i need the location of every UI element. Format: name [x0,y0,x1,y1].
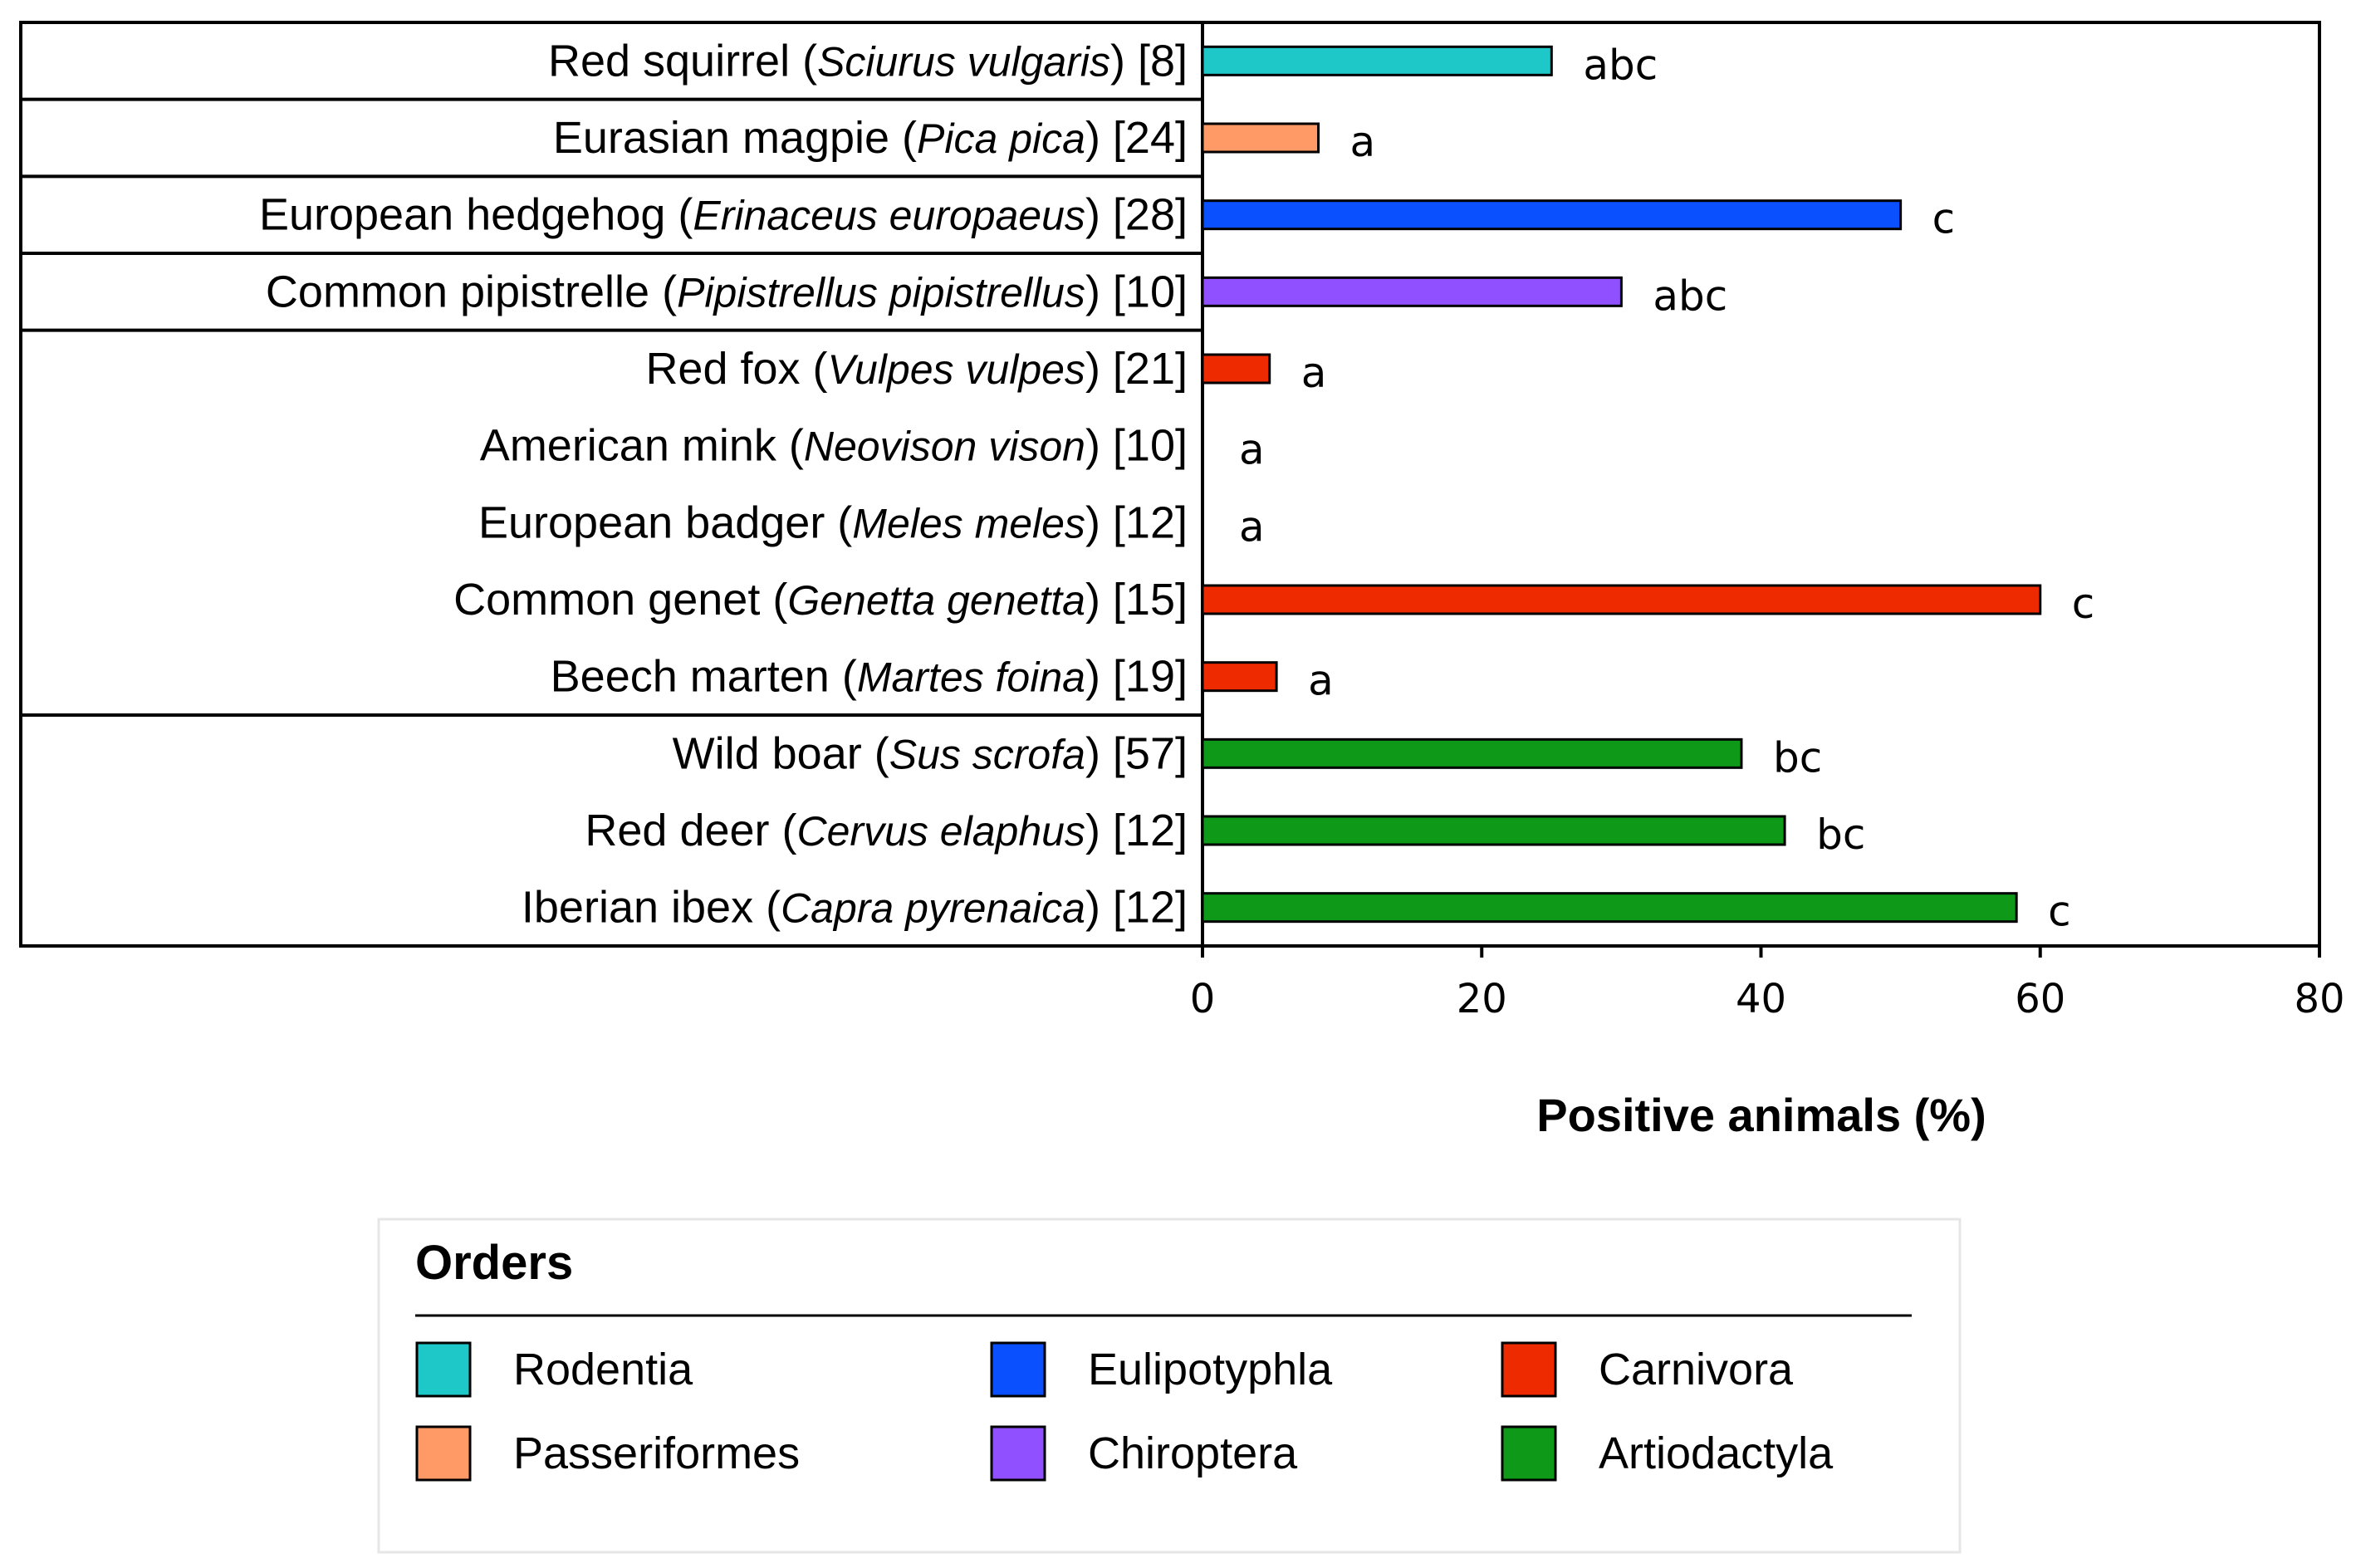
bar-common-genet [1201,584,2042,615]
scientific-name: Capra pyrenaica [781,885,1085,932]
sample-size: ) [15] [1085,575,1188,625]
sample-size: ) [8] [1110,36,1188,86]
row-label-american-mink: American mink (Neovison vison) [10] [480,421,1188,471]
bar-eurasian-magpie [1201,122,1320,154]
bar-red-deer [1201,815,1786,846]
row-label-common-pipistrelle: Common pipistrelle (Pipistrellus pipistr… [266,267,1188,316]
scientific-name: Sciurus vulgaris [817,38,1110,85]
bar-red-squirrel [1201,45,1553,76]
legend-swatch-chiroptera [990,1425,1046,1482]
sample-size: ) [12] [1085,883,1188,933]
legend-swatch-rodentia [415,1341,472,1398]
common-name: Beech marten ( [551,652,857,702]
letter-red-deer: bc [1816,811,1865,859]
group-dividers [21,97,1202,717]
row-label-iberian-ibex: Iberian ibex (Capra pyrenaica) [12] [522,883,1188,933]
scientific-name: Pipistrellus pipistrellus [677,269,1085,316]
x-axis-label: Positive animals (%) [1536,1089,1986,1141]
letter-common-pipistrelle: abc [1653,272,1727,320]
letter-american-mink: a [1239,426,1265,474]
legend-swatch-carnivora [1501,1341,1557,1398]
letter-red-squirrel: abc [1583,41,1658,89]
scientific-name: Neovison vison [804,424,1085,470]
sample-size: ) [28] [1085,190,1188,240]
sample-size: ) [10] [1085,267,1188,316]
x-tick-label: 80 [2294,976,2344,1022]
row-label-wild-boar: Wild boar (Sus scrofa) [57] [673,728,1188,778]
row-label-common-genet: Common genet (Genetta genetta) [15] [453,575,1188,625]
row-labels: Red squirrel (Sciurus vulgaris) [8] Euras… [259,36,1188,932]
letter-beech-marten: a [1308,657,1334,705]
legend-swatch-artiodactyla [1501,1425,1557,1482]
common-name: Eurasian magpie ( [553,113,917,163]
letter-eurasian-magpie: a [1350,118,1376,166]
sample-size: ) [12] [1085,806,1188,855]
letter-red-fox: a [1301,349,1327,397]
letter-iberian-ibex: c [2048,888,2071,936]
legend-title: Orders [415,1236,573,1290]
scientific-name: Erinaceus europaeus [693,193,1085,239]
common-name: Iberian ibex ( [522,883,781,933]
legend-label-rodentia: Rodentia [513,1345,693,1394]
common-name: Common genet ( [453,575,787,625]
sample-size: ) [21] [1085,344,1188,394]
common-name: Red fox ( [645,344,827,394]
bar-european-hedgehog [1201,199,1903,231]
common-name: Red deer ( [585,806,796,855]
legend-label-artiodactyla: Artiodactyla [1599,1428,1834,1478]
common-name: Red squirrel ( [548,36,817,86]
common-name: European badger ( [478,497,852,547]
scientific-name: Cervus elaphus [797,808,1085,855]
bar-iberian-ibex [1201,892,2018,924]
legend-label-carnivora: Carnivora [1599,1345,1794,1394]
scientific-name: Meles meles [852,500,1085,546]
legend-swatch-passeriformes [415,1425,472,1482]
letter-european-hedgehog: c [1932,195,1956,243]
row-label-european-hedgehog: European hedgehog (Erinaceus europaeus) … [259,190,1188,240]
letter-european-badger: a [1239,502,1265,551]
bars [1201,45,2042,924]
sample-size: ) [12] [1085,497,1188,547]
x-axis: 0 20 40 60 80 [1190,946,2345,1022]
label-frame [19,21,1204,948]
bar-red-fox [1201,353,1271,385]
sample-size: ) [10] [1085,421,1188,471]
common-name: European hedgehog ( [259,190,693,240]
scientific-name: Genetta genetta [787,577,1085,624]
bar-common-pipistrelle [1201,276,1623,307]
common-name: American mink ( [480,421,804,471]
x-tick-label: 60 [2015,976,2065,1022]
sample-size: ) [24] [1085,113,1188,163]
x-tick-label: 40 [1736,976,1786,1022]
legend-label-eulipotyphla: Eulipotyphla [1088,1345,1333,1394]
legend-entries: Rodentia Passeriformes Eulipotyphla Chiropt… [415,1341,1834,1482]
x-tick-label: 20 [1457,976,1507,1022]
letter-wild-boar: bc [1773,733,1822,782]
common-name: Wild boar ( [673,728,889,778]
row-label-red-deer: Red deer (Cervus elaphus) [12] [585,806,1188,855]
bar-beech-marten [1201,661,1278,693]
row-label-red-fox: Red fox (Vulpes vulpes) [21] [645,344,1188,394]
row-label-eurasian-magpie: Eurasian magpie (Pica pica) [24] [553,113,1188,163]
row-label-red-squirrel: Red squirrel (Sciurus vulgaris) [8] [548,36,1188,86]
x-tick-label: 0 [1190,976,1216,1022]
bar-wild-boar [1201,737,1743,769]
scientific-name: Martes foina [857,654,1085,701]
row-label-european-badger: European badger (Meles meles) [12] [478,497,1188,547]
legend-swatch-eulipotyphla [990,1341,1046,1398]
sample-size: ) [57] [1085,728,1188,778]
row-label-beech-marten: Beech marten (Martes foina) [19] [551,652,1188,702]
legend-label-chiroptera: Chiroptera [1088,1428,1298,1478]
common-name: Common pipistrelle ( [266,267,677,316]
scientific-name: Vulpes vulpes [828,346,1085,393]
scientific-name: Sus scrofa [889,731,1085,777]
legend-label-passeriformes: Passeriformes [513,1428,800,1478]
letter-common-genet: c [2072,580,2095,628]
sample-size: ) [19] [1085,652,1188,702]
scientific-name: Pica pica [917,115,1085,162]
legend-box [377,1218,1962,1554]
